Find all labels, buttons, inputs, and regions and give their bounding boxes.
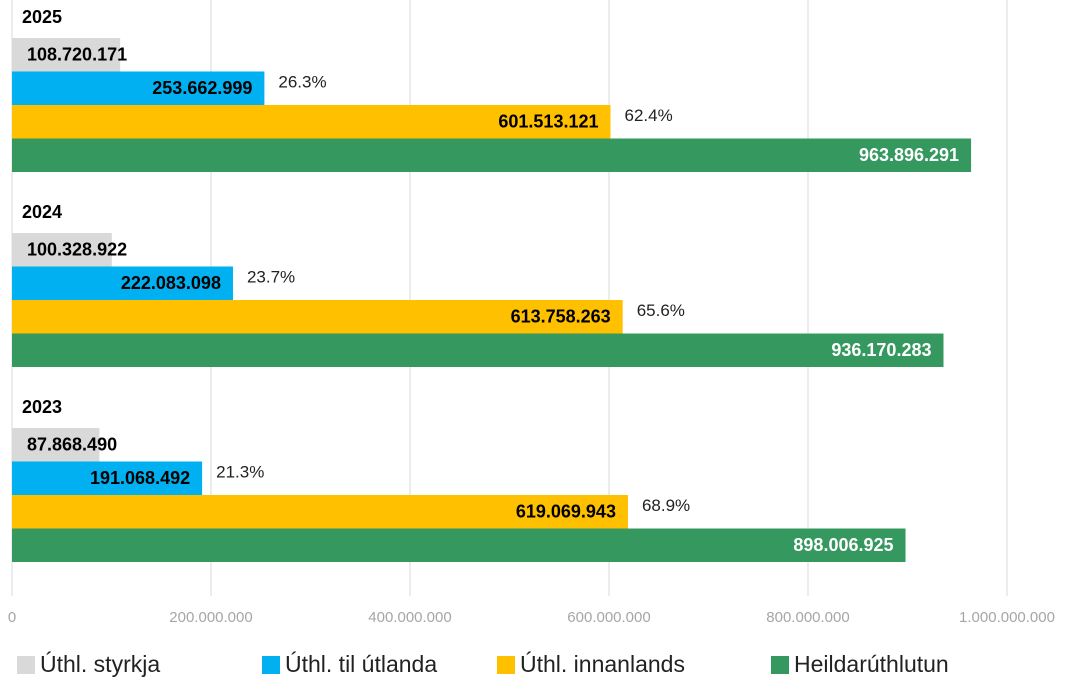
bar — [12, 105, 611, 139]
legend-swatch — [262, 656, 280, 674]
value-label: 898.006.925 — [793, 535, 893, 555]
value-label: 222.083.098 — [121, 273, 221, 293]
share-label: 23.7% — [247, 268, 295, 287]
legend-label: Heildarúthlutun — [794, 651, 949, 677]
share-label: 26.3% — [278, 73, 326, 92]
bar — [12, 333, 944, 367]
category-label: 2024 — [22, 202, 62, 222]
share-label: 65.6% — [637, 301, 685, 320]
category-label: 2025 — [22, 7, 62, 27]
x-tick-label: 200.000.000 — [169, 609, 252, 626]
share-label: 62.4% — [625, 106, 673, 125]
bar — [12, 528, 906, 562]
value-label: 191.068.492 — [90, 468, 190, 488]
value-label: 87.868.490 — [27, 435, 117, 455]
x-tick-label: 1.000.000.000 — [959, 609, 1055, 626]
legend-label: Úthl. innanlands — [520, 651, 685, 677]
value-label: 100.328.922 — [27, 240, 127, 260]
bar — [12, 71, 265, 105]
bar — [12, 495, 628, 529]
bar — [12, 428, 100, 462]
value-label: 601.513.121 — [498, 112, 598, 132]
x-tick-label: 800.000.000 — [766, 609, 849, 626]
value-label: 963.896.291 — [859, 145, 959, 165]
value-label: 613.758.263 — [511, 307, 611, 327]
category-label: 2023 — [22, 397, 62, 417]
legend-swatch — [771, 656, 789, 674]
value-label: 108.720.171 — [27, 45, 127, 65]
value-label: 936.170.283 — [831, 340, 931, 360]
bar — [12, 138, 972, 172]
x-tick-label: 600.000.000 — [567, 609, 650, 626]
x-tick-label: 0 — [8, 609, 16, 626]
x-tick-label: 400.000.000 — [368, 609, 451, 626]
legend-label: Úthl. styrkja — [40, 651, 160, 677]
share-label: 21.3% — [216, 463, 264, 482]
share-label: 68.9% — [642, 496, 690, 515]
bar — [12, 300, 623, 334]
bar — [12, 233, 112, 267]
legend-swatch — [497, 656, 515, 674]
legend-label: Úthl. til útlanda — [285, 651, 437, 677]
value-label: 619.069.943 — [516, 502, 616, 522]
legend-swatch — [17, 656, 35, 674]
value-label: 253.662.999 — [152, 78, 252, 98]
bar — [12, 461, 203, 495]
bar — [12, 266, 233, 300]
bar — [12, 38, 121, 72]
